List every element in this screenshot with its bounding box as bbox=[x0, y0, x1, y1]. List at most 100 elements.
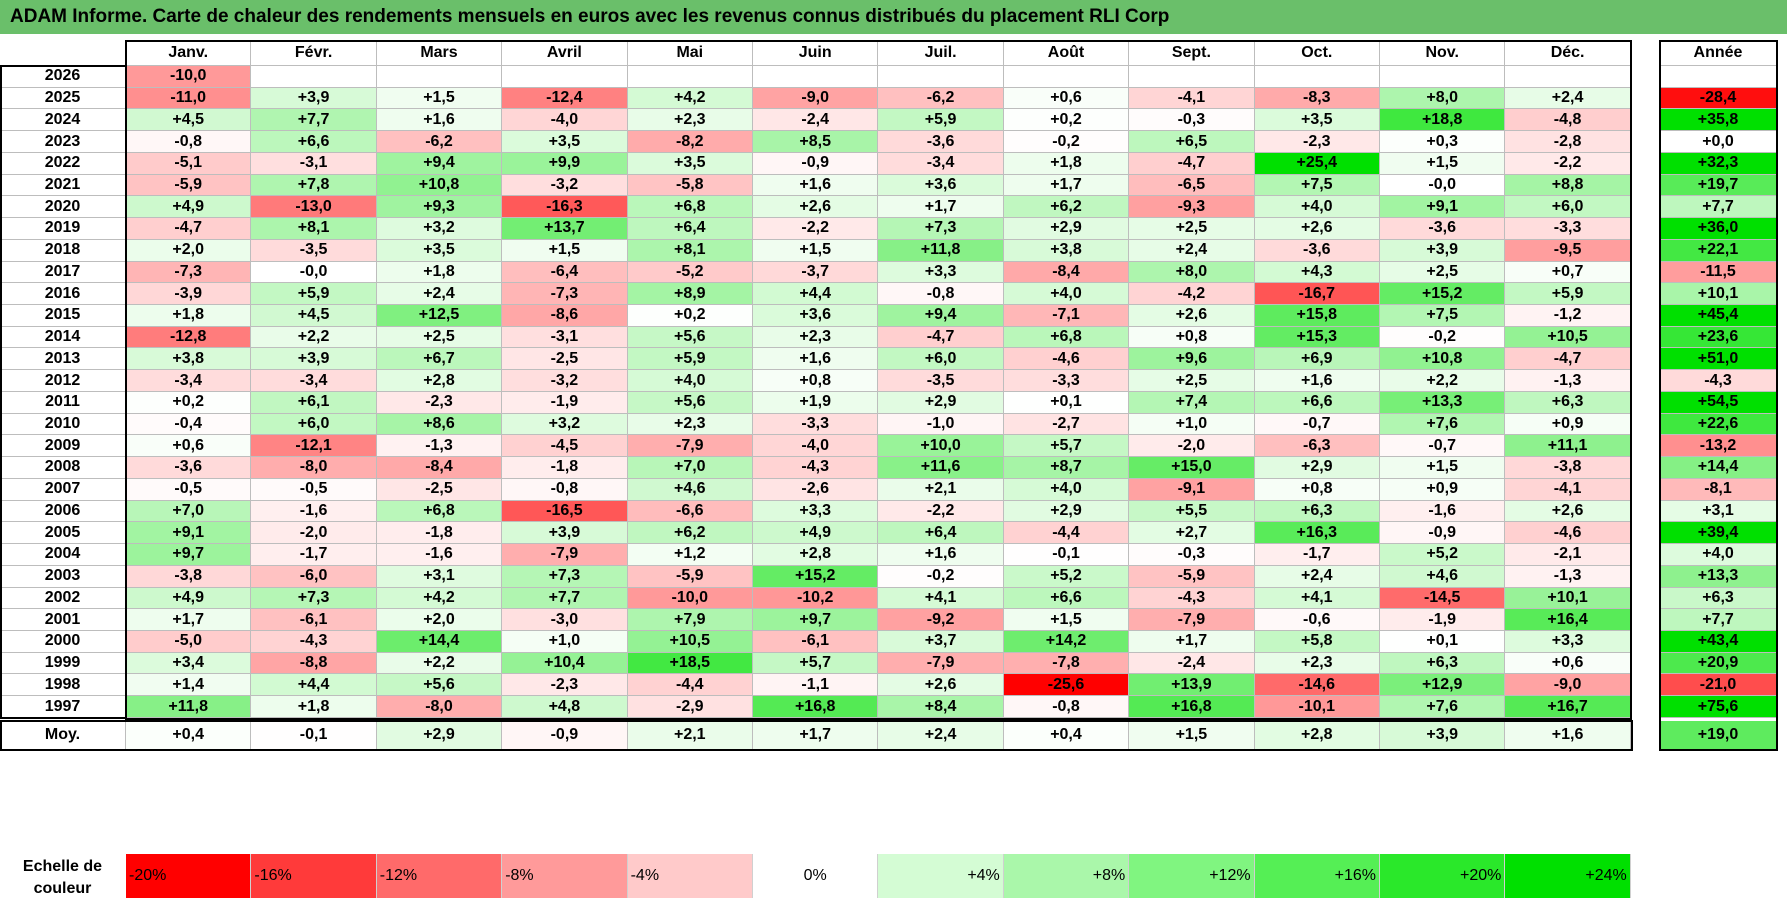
year-label: 2019 bbox=[0, 218, 126, 240]
heatmap-cell: -25,6 bbox=[1003, 674, 1130, 697]
heatmap-cell: -5,9 bbox=[1129, 565, 1255, 588]
heatmap-cell: +1,5 bbox=[1003, 609, 1130, 631]
heatmap-cell: -11,0 bbox=[126, 87, 252, 110]
year-label: 2023 bbox=[0, 131, 126, 153]
heatmap-cell: +8,0 bbox=[1129, 261, 1255, 284]
heatmap-cell: +1,5 bbox=[753, 239, 879, 262]
heatmap-cell: +1,6 bbox=[753, 348, 879, 371]
heatmap-cell: +16,3 bbox=[1254, 522, 1380, 545]
year-label: 2005 bbox=[0, 522, 126, 545]
heatmap-cell: -1,1 bbox=[753, 674, 879, 697]
heatmap-cell: -2,2 bbox=[753, 218, 879, 240]
heatmap-cell: -2,5 bbox=[502, 348, 628, 371]
annual-cell: +7,7 bbox=[1660, 196, 1777, 219]
heatmap-cell: -1,0 bbox=[878, 413, 1004, 436]
heatmap-cell: +6,5 bbox=[1129, 131, 1255, 153]
heatmap-cell: -1,3 bbox=[1505, 370, 1631, 392]
heatmap-cell: +2,2 bbox=[251, 326, 377, 349]
heatmap-cell: +4,6 bbox=[1380, 565, 1506, 588]
heatmap-cell: -4,6 bbox=[1505, 522, 1631, 545]
heatmap-cell: -10,0 bbox=[126, 66, 252, 88]
annual-cell: +14,4 bbox=[1660, 457, 1777, 479]
heatmap-cell: +1,6 bbox=[376, 109, 503, 132]
heatmap-cell: -2,0 bbox=[1129, 435, 1255, 458]
heatmap-cell: +2,5 bbox=[376, 326, 503, 349]
heatmap-cell: +8,0 bbox=[1380, 87, 1506, 110]
heatmap-cell: -0,8 bbox=[1003, 696, 1130, 718]
heatmap-cell: +6,7 bbox=[376, 348, 503, 371]
year-label: 2000 bbox=[0, 630, 126, 653]
heatmap-cell: -1,3 bbox=[376, 435, 503, 458]
heatmap-cell bbox=[1129, 66, 1255, 88]
heatmap-cell: +4,4 bbox=[251, 674, 377, 697]
annual-cell: +22,1 bbox=[1660, 239, 1777, 262]
heatmap-cell: -16,5 bbox=[502, 500, 628, 523]
heatmap-cell: +4,2 bbox=[376, 587, 503, 610]
heatmap-cell: +9,6 bbox=[1129, 348, 1255, 371]
heatmap-cell: +4,8 bbox=[502, 696, 628, 718]
heatmap-cell: +3,5 bbox=[502, 131, 628, 153]
year-label: 2006 bbox=[0, 500, 126, 523]
heatmap-cell: +6,3 bbox=[1505, 391, 1631, 414]
heatmap-cell: +0,8 bbox=[753, 370, 879, 392]
average-cell: -0,1 bbox=[251, 720, 377, 750]
heatmap-cell: +18,8 bbox=[1380, 109, 1506, 132]
year-label: 2007 bbox=[0, 478, 126, 501]
annual-cell: +7,7 bbox=[1660, 609, 1777, 631]
heatmap-cell: +2,7 bbox=[1129, 522, 1255, 545]
heatmap-cell: +1,4 bbox=[126, 674, 252, 697]
heatmap-cell: -4,5 bbox=[502, 435, 628, 458]
heatmap-cell: +1,8 bbox=[376, 261, 503, 284]
heatmap-cell: +6,2 bbox=[1003, 196, 1130, 219]
annual-cell: +35,8 bbox=[1660, 109, 1777, 132]
heatmap-cell: -0,6 bbox=[1254, 609, 1380, 631]
heatmap-cell: -4,4 bbox=[1003, 522, 1130, 545]
heatmap-cell: -10,2 bbox=[753, 587, 879, 610]
heatmap-cell: -4,1 bbox=[1505, 478, 1631, 501]
heatmap-cell: -1,7 bbox=[1254, 544, 1380, 566]
heatmap-cell: -7,9 bbox=[1129, 609, 1255, 631]
heatmap-cell: +6,0 bbox=[1505, 196, 1631, 219]
annual-cell: +3,1 bbox=[1660, 500, 1777, 523]
heatmap-cell: +1,5 bbox=[502, 239, 628, 262]
heatmap-cell: +4,9 bbox=[126, 587, 252, 610]
heatmap-cell: +1,6 bbox=[1254, 370, 1380, 392]
heatmap-cell: -3,6 bbox=[878, 131, 1004, 153]
color-scale-stop: 0% bbox=[753, 854, 879, 898]
heatmap-cell: +6,6 bbox=[251, 131, 377, 153]
heatmap-cell: +5,9 bbox=[627, 348, 753, 371]
month-header: Sept. bbox=[1129, 40, 1255, 66]
heatmap-cell: +3,4 bbox=[126, 652, 252, 675]
heatmap-cell: -6,2 bbox=[878, 87, 1004, 110]
heatmap-cell: -0,9 bbox=[753, 152, 879, 175]
color-scale-stop: +20% bbox=[1380, 854, 1506, 898]
heatmap-cell: +6,8 bbox=[376, 500, 503, 523]
heatmap-cell bbox=[1380, 66, 1506, 88]
heatmap-cell: -6,6 bbox=[627, 500, 753, 523]
heatmap-cell: +15,8 bbox=[1254, 305, 1380, 327]
year-label: 2003 bbox=[0, 565, 126, 588]
heatmap-cell: -8,3 bbox=[1254, 87, 1380, 110]
year-label: 2021 bbox=[0, 174, 126, 197]
heatmap-cell: +10,0 bbox=[878, 435, 1004, 458]
heatmap-cell: +0,9 bbox=[1505, 413, 1631, 436]
heatmap-cell: +4,2 bbox=[627, 87, 753, 110]
heatmap-cell: +7,5 bbox=[1380, 305, 1506, 327]
month-header: Juil. bbox=[878, 40, 1004, 66]
heatmap-cell: -2,3 bbox=[502, 674, 628, 697]
heatmap-cell: -3,0 bbox=[502, 609, 628, 631]
heatmap-cell: +3,6 bbox=[878, 174, 1004, 197]
heatmap-cell: +10,1 bbox=[1505, 587, 1631, 610]
annual-cell: +51,0 bbox=[1660, 348, 1777, 371]
heatmap-cell: -1,6 bbox=[376, 544, 503, 566]
heatmap-cell: -3,5 bbox=[878, 370, 1004, 392]
annual-cell: -28,4 bbox=[1660, 87, 1777, 110]
heatmap-cell: -1,6 bbox=[251, 500, 377, 523]
heatmap-cell bbox=[1003, 66, 1130, 88]
heatmap-cell: -6,0 bbox=[251, 565, 377, 588]
heatmap-cell: +3,7 bbox=[878, 630, 1004, 653]
heatmap-cell: +5,7 bbox=[753, 652, 879, 675]
heatmap-cell: -4,0 bbox=[502, 109, 628, 132]
heatmap-cell: -6,4 bbox=[502, 261, 628, 284]
heatmap-cell: +3,5 bbox=[376, 239, 503, 262]
